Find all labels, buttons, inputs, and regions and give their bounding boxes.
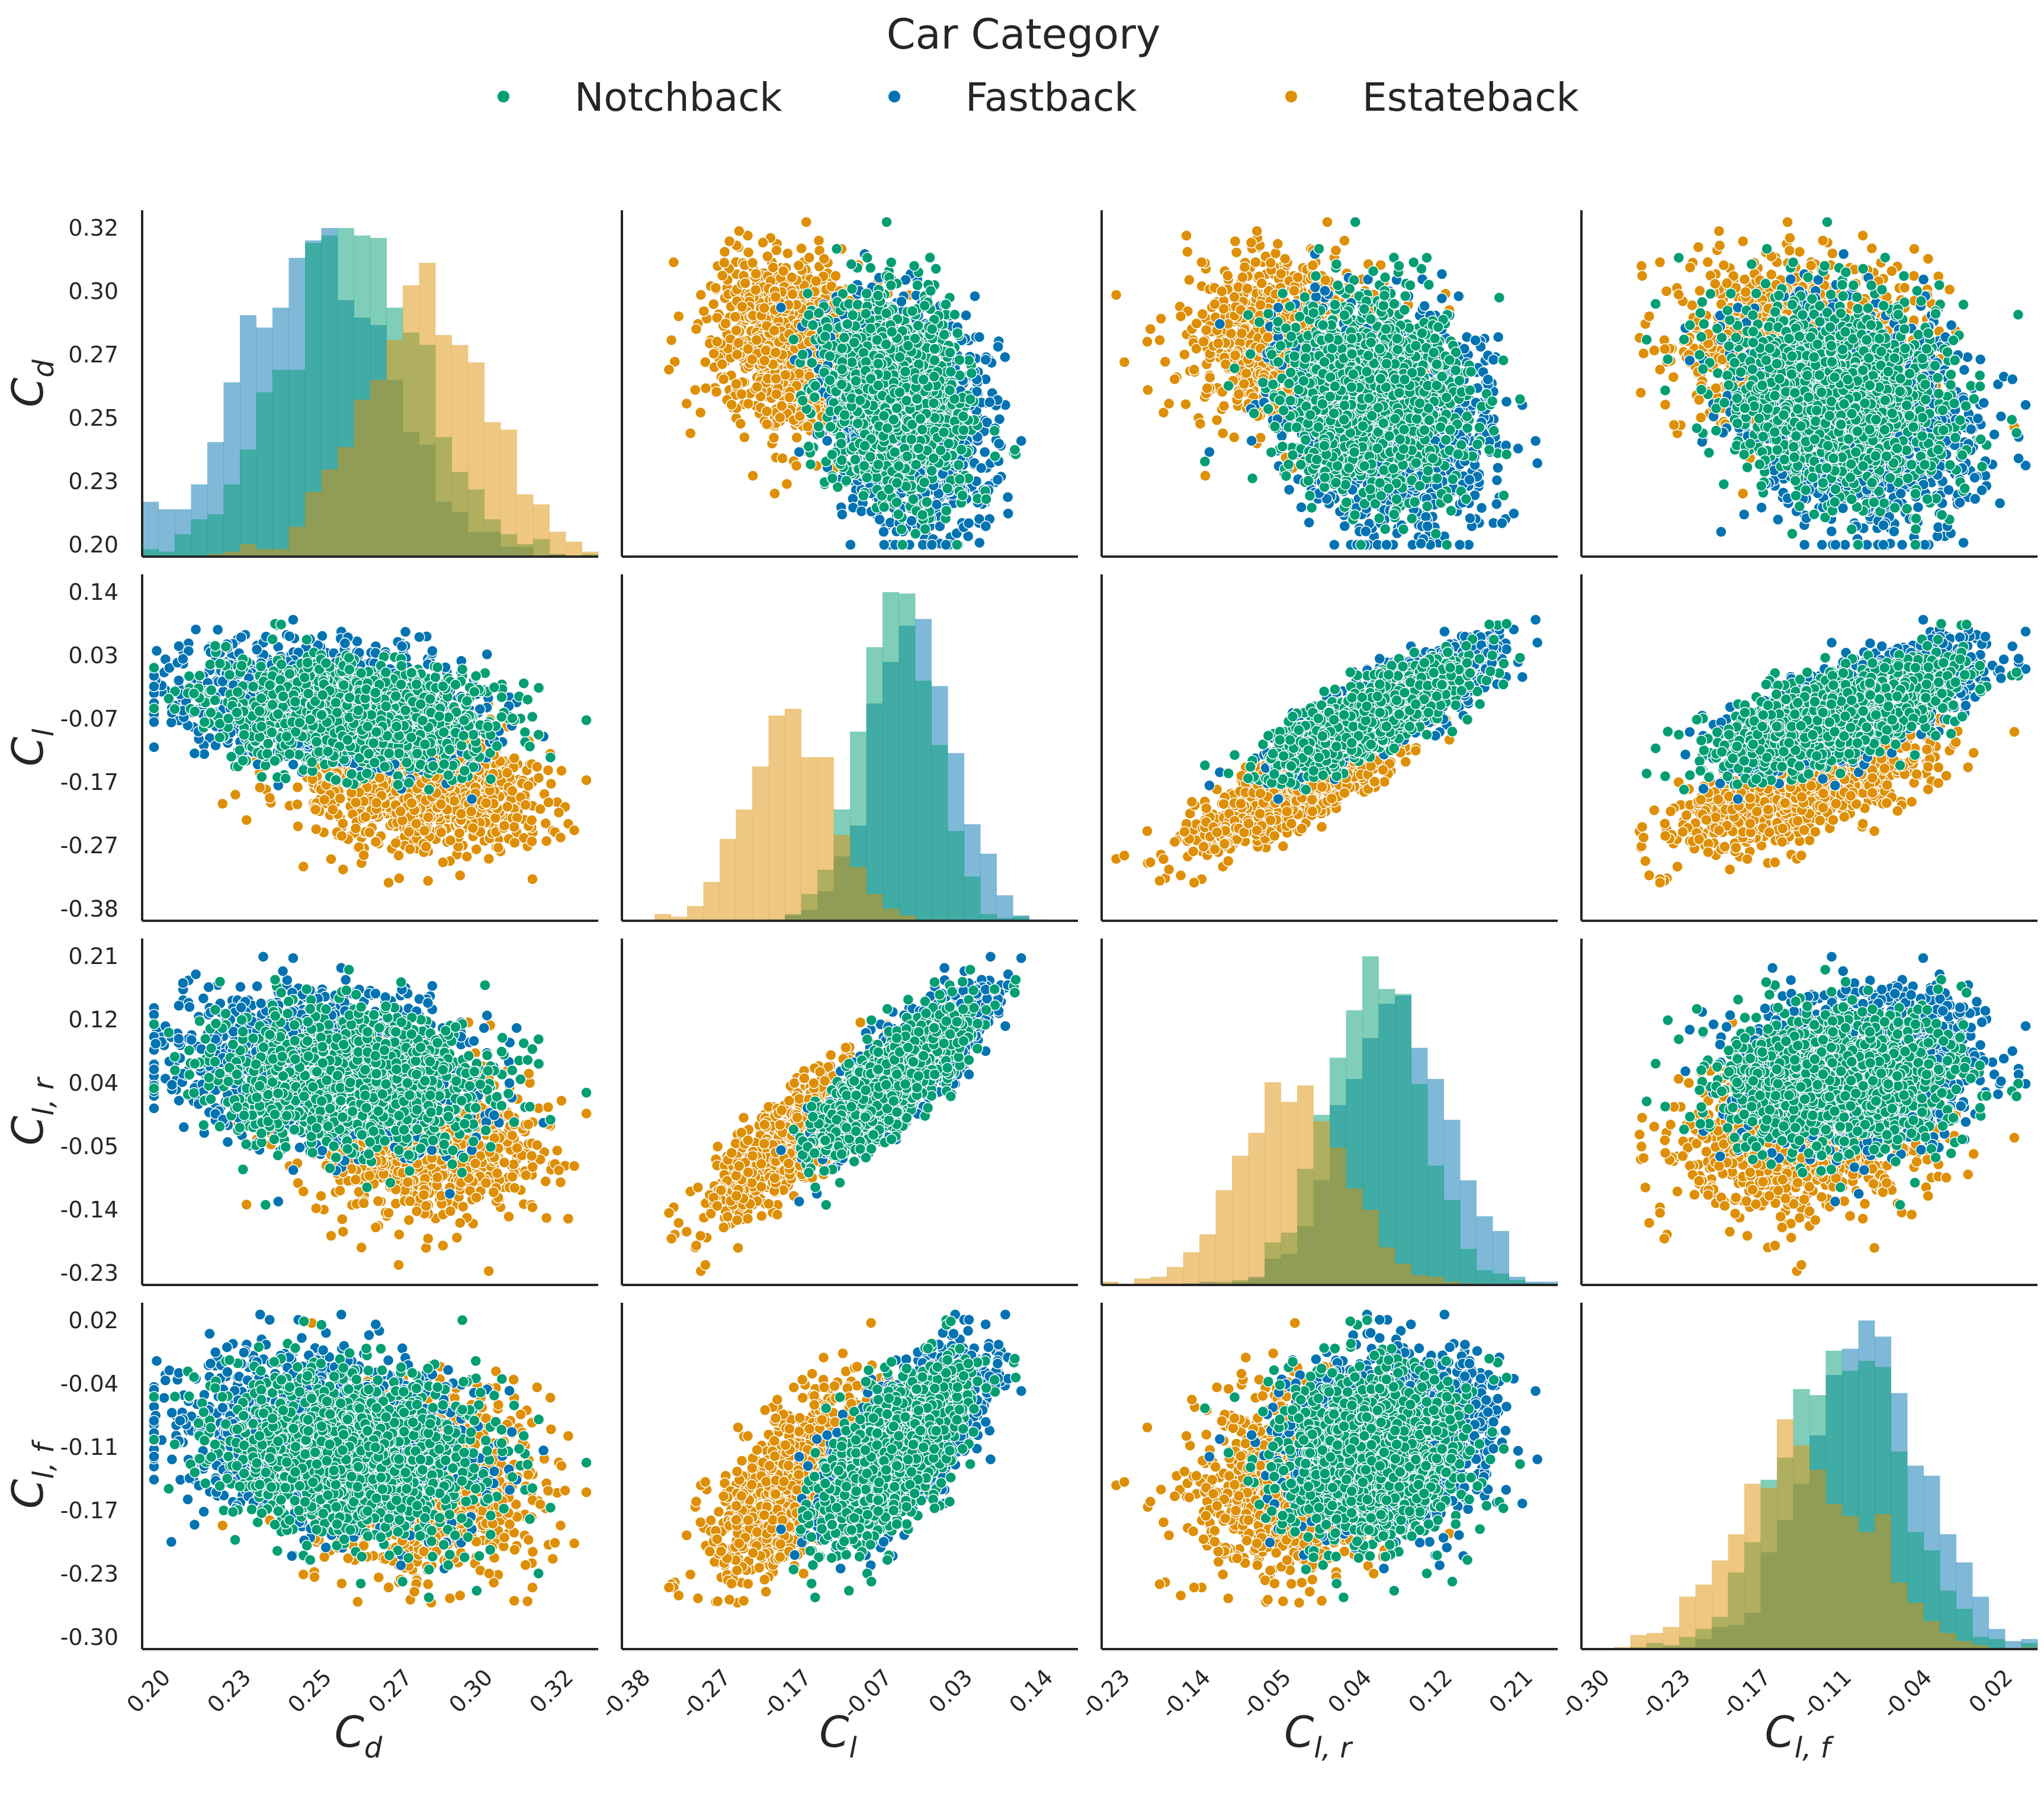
hist-bar [566, 542, 582, 557]
legend-label: Estateback [1362, 75, 1580, 120]
legend: Car Category Notchback Fastback Estateback [498, 10, 1580, 120]
hist-bar [403, 285, 419, 557]
hist-bar [207, 515, 224, 557]
data-point [739, 432, 750, 443]
data-point [768, 432, 779, 443]
data-point [782, 248, 793, 259]
data-point [743, 247, 754, 258]
legend-label: Notchback [575, 75, 782, 120]
hist-bar [468, 362, 484, 557]
data-point [801, 217, 811, 227]
data-point [695, 290, 706, 300]
data-point [771, 245, 782, 256]
hist-bar [370, 380, 387, 557]
data-point [804, 252, 814, 263]
hist-bar [354, 400, 371, 557]
legend-entry-estateback: Estateback [1285, 75, 1580, 120]
data-point [711, 387, 722, 397]
pairplot-figure: Car Category Notchback Fastback Estateback… [0, 0, 2044, 1793]
data-point [685, 428, 696, 439]
data-point [747, 470, 758, 481]
hist-bar [517, 494, 534, 557]
legend-entry-notchback: Notchback [498, 75, 782, 120]
hist-bar [322, 470, 338, 557]
hist-bar [500, 430, 517, 557]
hist-bar [533, 505, 550, 557]
hist-bar [419, 263, 436, 557]
data-point [698, 306, 709, 317]
data-point [796, 243, 807, 254]
data-point [720, 318, 731, 329]
hist-bar [272, 370, 289, 557]
data-point [735, 419, 746, 429]
data-point [719, 258, 730, 268]
hist-bar [484, 422, 501, 557]
data-point [750, 285, 761, 295]
hist-bar [550, 532, 566, 557]
hist-bar [175, 534, 191, 557]
legend-label: Fastback [965, 75, 1137, 120]
hist-bar [159, 509, 175, 557]
hist-bar [240, 449, 256, 557]
hist-bar [289, 527, 306, 557]
hist-bar [387, 340, 403, 557]
hist-bar [452, 345, 469, 557]
hist-bar [256, 393, 273, 557]
data-point [720, 246, 730, 257]
hist-bar [142, 502, 159, 557]
data-point [666, 335, 677, 346]
data-point [814, 235, 824, 246]
hist-bar [435, 335, 452, 557]
legend-marker [1285, 91, 1297, 102]
data-point [758, 237, 768, 248]
data-point [724, 236, 735, 246]
data-point [695, 407, 706, 418]
pairplot-grid [142, 210, 2038, 1649]
legend-marker [498, 91, 509, 102]
hist-bar [338, 447, 354, 557]
hist-bar [191, 519, 208, 557]
hist-bar [240, 544, 256, 557]
data-point [710, 282, 721, 293]
hist-bar [224, 484, 240, 557]
data-point [769, 489, 780, 499]
panel-Cd-vs-Cl [622, 210, 1078, 557]
legend-entry-fastback: Fastback [888, 75, 1137, 120]
panel-Cd-vs-Cd [142, 210, 599, 557]
data-point [700, 357, 711, 368]
legend-title: Car Category [887, 10, 1161, 59]
legend-marker [888, 91, 900, 102]
hist-bar [305, 492, 322, 557]
